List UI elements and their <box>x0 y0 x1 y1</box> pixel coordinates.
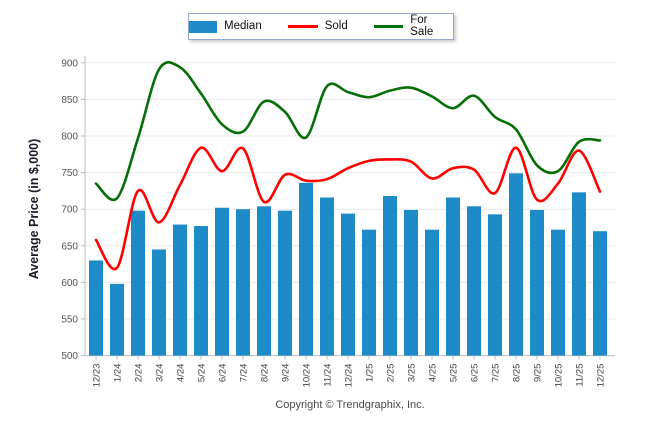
median-bar <box>404 209 418 356</box>
y-tick-label: 700 <box>61 205 78 216</box>
copyright-text: Copyright © Trendgraphix, Inc. <box>275 399 425 411</box>
median-bar <box>341 213 355 356</box>
legend-label-median: Median <box>224 19 262 32</box>
median-bar <box>89 260 103 356</box>
median-bar <box>215 207 229 356</box>
y-tick-label: 900 <box>61 58 78 69</box>
x-tick-label: 1/25 <box>365 364 376 383</box>
x-tick-label: 8/25 <box>512 364 523 383</box>
sold-swatch <box>287 25 318 28</box>
median-bar <box>509 173 523 356</box>
median-bar <box>551 229 565 356</box>
median-bar <box>530 209 544 356</box>
y-tick-label: 600 <box>61 278 78 289</box>
x-tick-label: 9/24 <box>281 364 292 383</box>
sold-line <box>94 146 602 271</box>
legend-item-median: Median <box>189 19 262 33</box>
y-tick-label: 800 <box>61 132 78 143</box>
x-tick-label: 10/25 <box>554 364 565 388</box>
median-bar <box>278 210 292 356</box>
median-bar <box>236 209 250 356</box>
x-tick-label: 4/25 <box>428 364 439 383</box>
x-tick-label: 2/25 <box>386 364 397 383</box>
median-bar <box>572 192 586 356</box>
median-bar <box>152 249 166 356</box>
x-tick-label: 11/25 <box>575 364 586 387</box>
median-bar <box>131 210 145 356</box>
x-tick-label: 8/24 <box>260 364 271 383</box>
x-tick-label: 2/24 <box>134 364 145 383</box>
legend-item-sold: Sold <box>287 19 348 33</box>
x-tick-label: 5/25 <box>449 364 460 383</box>
for-sale-swatch <box>373 25 404 28</box>
x-tick-label: 3/24 <box>155 364 166 383</box>
y-tick-label: 500 <box>61 351 78 362</box>
x-tick-label: 6/25 <box>470 364 481 383</box>
median-bar <box>173 224 187 356</box>
x-tick-label: 6/24 <box>218 364 229 383</box>
trend-lines <box>94 61 602 271</box>
x-tick-label: 1/24 <box>113 364 124 383</box>
median-bar <box>383 196 397 356</box>
x-tick-label: 3/25 <box>407 364 418 383</box>
median-bar <box>194 226 208 356</box>
legend-label-for-sale: For Sale <box>410 14 434 38</box>
x-tick-label: 5/24 <box>197 364 208 383</box>
axis-labels: 500 550 600 650 700 750 800 850 900 12/23 1/24 2/24… <box>61 58 606 387</box>
chart-legend: Median Sold For Sale <box>188 13 454 40</box>
legend-item-for-sale: For Sale <box>373 14 453 38</box>
median-bar <box>110 283 124 356</box>
median-bar <box>362 229 376 356</box>
x-tick-label: 12/25 <box>596 364 607 388</box>
x-tick-label: 7/24 <box>239 364 250 383</box>
x-tick-label: 7/25 <box>491 364 502 383</box>
median-swatch <box>189 20 217 33</box>
median-bar <box>593 231 607 356</box>
median-bar <box>425 229 439 356</box>
median-bar <box>488 214 502 356</box>
for-sale-line <box>94 61 602 202</box>
x-tick-label: 9/25 <box>533 364 544 383</box>
x-tick-label: 4/24 <box>176 364 187 383</box>
x-tick-label: 12/24 <box>344 364 355 388</box>
median-bar <box>446 197 460 356</box>
x-tick-label: 11/24 <box>323 364 334 387</box>
median-bar <box>257 206 271 356</box>
x-tick-label: 12/23 <box>92 364 103 388</box>
y-tick-label: 750 <box>61 168 78 179</box>
y-axis-title: Average Price (in $,000) <box>27 139 41 280</box>
median-bars <box>89 173 607 356</box>
legend-label-sold: Sold <box>324 19 348 32</box>
x-tick-label: 10/24 <box>302 364 313 388</box>
y-tick-label: 650 <box>61 241 78 252</box>
median-bar <box>467 206 481 356</box>
median-bar <box>320 197 334 356</box>
y-tick-label: 850 <box>61 95 78 106</box>
y-tick-label: 550 <box>61 315 78 326</box>
median-bar <box>299 182 313 356</box>
